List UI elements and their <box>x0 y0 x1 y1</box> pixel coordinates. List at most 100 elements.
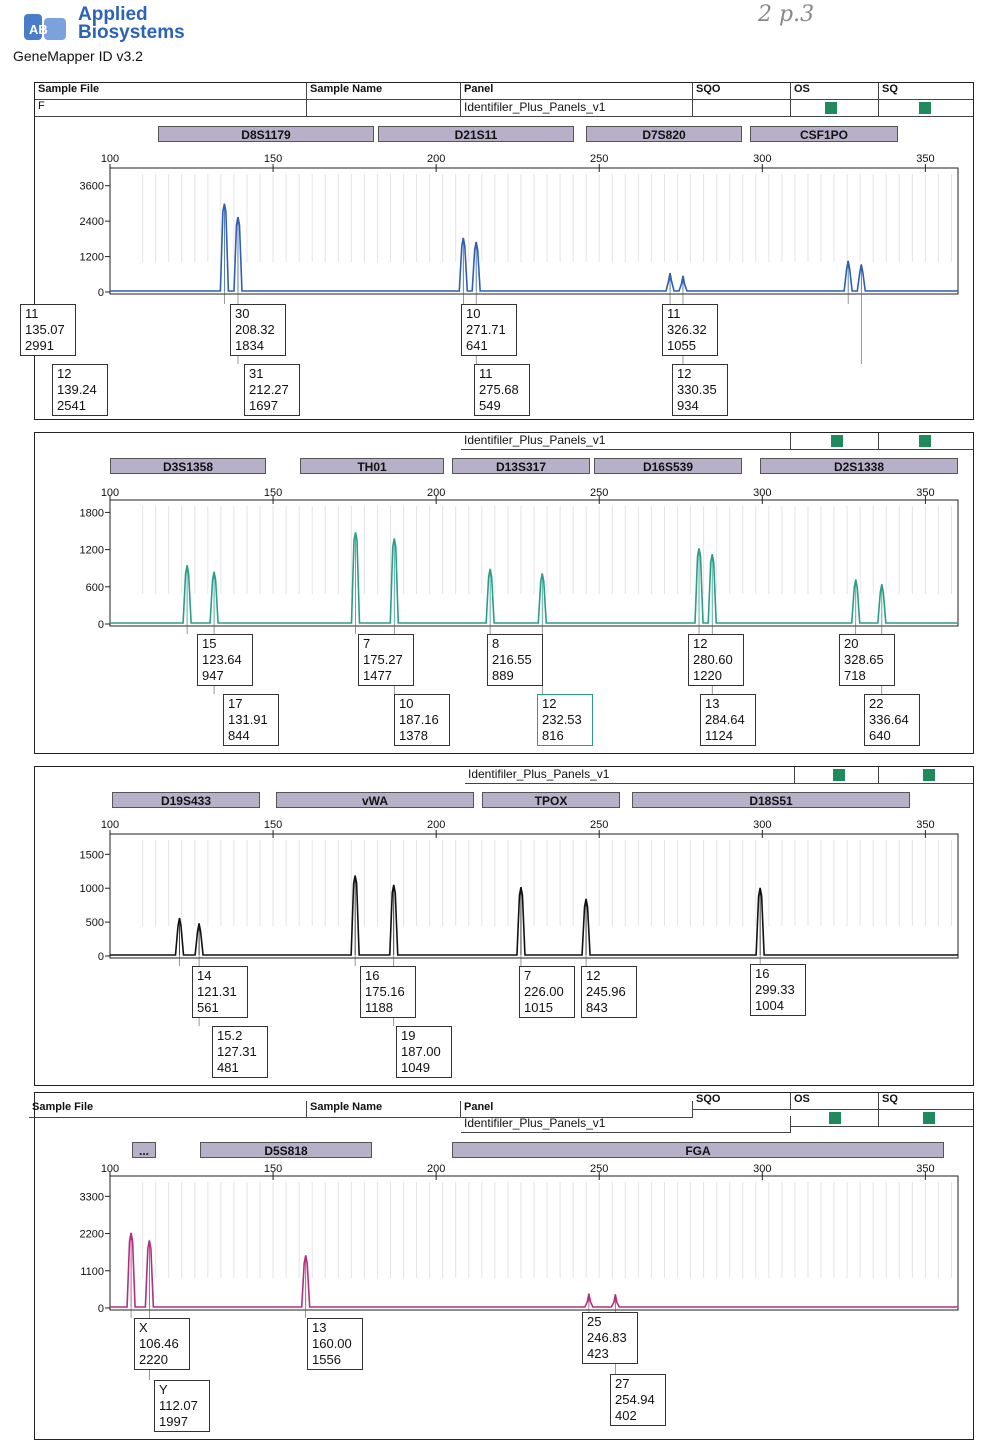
peak-height: 641 <box>466 338 488 353</box>
peak-label[interactable]: 12 245.96 843 <box>581 966 637 1018</box>
marker-th01[interactable]: TH01 <box>300 458 444 474</box>
peak-allele: 19 <box>401 1028 416 1043</box>
x-tick-label: 350 <box>916 819 934 831</box>
peak-label[interactable]: 13 160.00 1556 <box>307 1318 363 1370</box>
peak-label[interactable]: 22 336.64 640 <box>864 694 920 746</box>
peak-height: 402 <box>615 1408 637 1423</box>
x-tick-label: 250 <box>590 153 608 165</box>
y-tick-label: 0 <box>98 619 104 631</box>
peak-label[interactable]: 11 275.68 549 <box>474 364 530 416</box>
peak-height: 1378 <box>399 728 428 743</box>
peak-allele: 15 <box>202 636 217 651</box>
x-tick-label: 200 <box>427 153 445 165</box>
marker-ellipsis[interactable]: ... <box>132 1142 156 1158</box>
peak-allele: 17 <box>228 696 243 711</box>
peak-allele: 15.2 <box>217 1028 243 1043</box>
peak-label[interactable]: 17 131.91 844 <box>223 694 279 746</box>
x-tick-label: 300 <box>753 487 771 499</box>
peak-label[interactable]: 8 216.55 889 <box>487 634 543 686</box>
marker-d3s1358[interactable]: D3S1358 <box>110 458 266 474</box>
peak-label[interactable]: 25 246.83 423 <box>582 1312 638 1364</box>
sq-value <box>879 433 973 450</box>
marker-d2s1338[interactable]: D2S1338 <box>760 458 958 474</box>
sq-status-icon <box>919 435 931 447</box>
x-tick-label: 100 <box>101 819 119 831</box>
peak-allele: 7 <box>524 968 532 983</box>
marker-vwa[interactable]: vWA <box>276 792 474 808</box>
peak-label[interactable]: 30 208.32 1834 <box>230 304 286 356</box>
peak-size: 284.64 <box>705 712 745 727</box>
peak-label[interactable]: 12 330.35 934 <box>672 364 728 416</box>
peak-label[interactable]: 16 175.16 1188 <box>360 966 416 1018</box>
peak-size: 139.24 <box>57 382 97 397</box>
plot-frame <box>109 833 959 959</box>
marker-d5s818[interactable]: D5S818 <box>200 1142 372 1158</box>
peak-label[interactable]: Y 112.07 1997 <box>154 1380 210 1432</box>
peak-height: 423 <box>587 1346 609 1361</box>
peak-label[interactable]: 10 187.16 1378 <box>394 694 450 746</box>
peak-label[interactable]: 13 284.64 1124 <box>700 694 756 746</box>
peak-height: 561 <box>197 1000 219 1015</box>
peak-label[interactable]: 10 271.71 641 <box>461 304 517 356</box>
peak-height: 1049 <box>401 1060 430 1075</box>
peak-size: 246.83 <box>587 1330 627 1345</box>
os-value <box>791 1110 879 1127</box>
marker-d19s433[interactable]: D19S433 <box>112 792 260 808</box>
brand-line-2: Biosystems <box>78 22 185 43</box>
peak-label[interactable]: 15 123.64 947 <box>197 634 253 686</box>
peak-height: 1055 <box>667 338 696 353</box>
peak-allele: 20 <box>844 636 859 651</box>
peak-height: 1004 <box>755 998 784 1013</box>
peak-label[interactable]: 15.2 127.31 481 <box>212 1026 268 1078</box>
peak-label[interactable]: 27 254.94 402 <box>610 1374 666 1426</box>
peak-allele: 10 <box>466 306 481 321</box>
marker-d8s1179[interactable]: D8S1179 <box>158 126 374 142</box>
peak-label[interactable]: 11 135.07 2991 <box>20 304 76 356</box>
peak-label[interactable]: 7 175.27 1477 <box>358 634 414 686</box>
y-tick-label: 600 <box>86 582 104 594</box>
sample-header-row: Identifiler_Plus_Panels_v1 <box>35 433 973 451</box>
peak-label[interactable]: 11 326.32 1055 <box>662 304 718 356</box>
peak-label[interactable]: 14 121.31 561 <box>192 966 248 1018</box>
peak-allele: 27 <box>615 1376 630 1391</box>
peak-label[interactable]: 16 299.33 1004 <box>750 964 806 1016</box>
sqo-value <box>693 100 791 117</box>
peak-size: 299.33 <box>755 982 795 997</box>
peak-height: 844 <box>228 728 250 743</box>
peak-height: 1477 <box>363 668 392 683</box>
marker-fga[interactable]: FGA <box>452 1142 944 1158</box>
y-tick-label: 500 <box>86 917 104 929</box>
peak-label[interactable]: 12 139.24 2541 <box>52 364 108 416</box>
peak-allele: 12 <box>586 968 601 983</box>
peak-height: 843 <box>586 1000 608 1015</box>
peak-size: 326.32 <box>667 322 707 337</box>
marker-csf1po[interactable]: CSF1PO <box>750 126 898 142</box>
plot-frame <box>109 499 959 627</box>
y-tick-label: 1800 <box>80 507 104 519</box>
x-tick-label: 350 <box>916 487 934 499</box>
marker-d18s51[interactable]: D18S51 <box>632 792 910 808</box>
peak-label[interactable]: X 106.46 2220 <box>134 1318 190 1370</box>
peak-size: 226.00 <box>524 984 564 999</box>
os-value <box>791 100 879 117</box>
sqo-header: SQO <box>693 83 791 100</box>
peak-label[interactable]: 19 187.00 1049 <box>396 1026 452 1078</box>
marker-d13s317[interactable]: D13S317 <box>452 458 590 474</box>
peak-label[interactable]: 12 280.60 1220 <box>688 634 744 686</box>
marker-tpox[interactable]: TPOX <box>482 792 620 808</box>
electropherogram-panel-green: Identifiler_Plus_Panels_v1 <box>34 432 974 754</box>
peak-label[interactable]: 31 212.27 1697 <box>244 364 300 416</box>
peak-label[interactable]: 7 226.00 1015 <box>519 966 575 1018</box>
peak-size: 112.07 <box>159 1398 198 1413</box>
y-tick-label: 0 <box>98 287 104 299</box>
peak-label[interactable]: 20 328.65 718 <box>839 634 895 686</box>
peak-size: 330.35 <box>677 382 717 397</box>
x-tick-label: 150 <box>264 819 282 831</box>
marker-d7s820[interactable]: D7S820 <box>586 126 742 142</box>
peak-height: 640 <box>869 728 891 743</box>
panel-value: Identifiler_Plus_Panels_v1 <box>461 433 791 450</box>
peak-label[interactable]: 12 232.53 816 <box>537 694 593 746</box>
marker-d16s539[interactable]: D16S539 <box>594 458 742 474</box>
marker-d21s11[interactable]: D21S11 <box>378 126 574 142</box>
